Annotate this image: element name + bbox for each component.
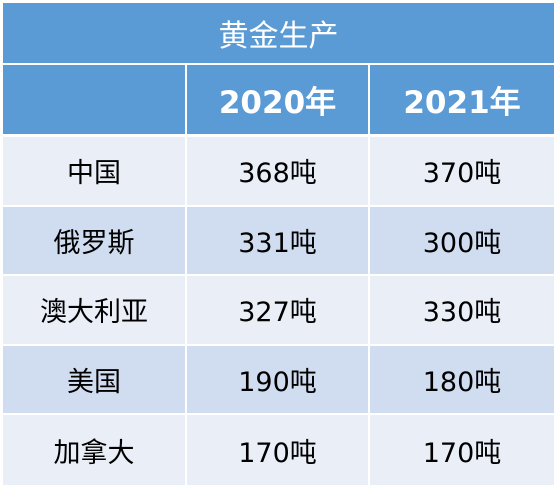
value-2020-cell: 327吨	[187, 276, 370, 344]
country-cell: 澳大利亚	[3, 276, 187, 344]
value-2020-cell: 331吨	[187, 206, 370, 275]
value-2021-cell: 330吨	[422, 297, 502, 329]
header-cell-2021: 2021年	[403, 85, 521, 121]
value-2021-cell: 370吨	[422, 158, 502, 190]
header-cell-2020: 2020年	[187, 65, 370, 134]
table-row: 澳大利亚 327吨 330吨	[3, 276, 554, 346]
table-row: 加拿大 170吨 170吨	[3, 415, 554, 485]
value-2021-cell: 300吨	[422, 227, 502, 259]
header-cell-country	[3, 65, 187, 134]
value-2020-cell: 170吨	[187, 415, 370, 485]
table-body: 中国 368吨 370吨 俄罗斯 331吨 300吨 澳大利亚 327吨 330…	[3, 137, 554, 485]
country-cell: 俄罗斯	[3, 206, 187, 275]
value-2020-cell: 190吨	[187, 345, 370, 414]
table-row: 俄罗斯 331吨 300吨	[3, 206, 554, 277]
table-title: 黄金生产	[3, 3, 554, 65]
table-row: 中国 368吨 370吨	[3, 137, 554, 207]
country-cell: 加拿大	[3, 415, 187, 485]
value-2021-cell: 170吨	[422, 437, 502, 469]
table-row: 美国 190吨 180吨	[3, 345, 554, 416]
value-2021-cell: 180吨	[422, 367, 502, 399]
country-cell: 美国	[3, 345, 187, 414]
value-2020-cell: 368吨	[187, 137, 370, 205]
header-row: 2020年 2021年	[3, 65, 554, 137]
country-cell: 中国	[3, 137, 187, 205]
